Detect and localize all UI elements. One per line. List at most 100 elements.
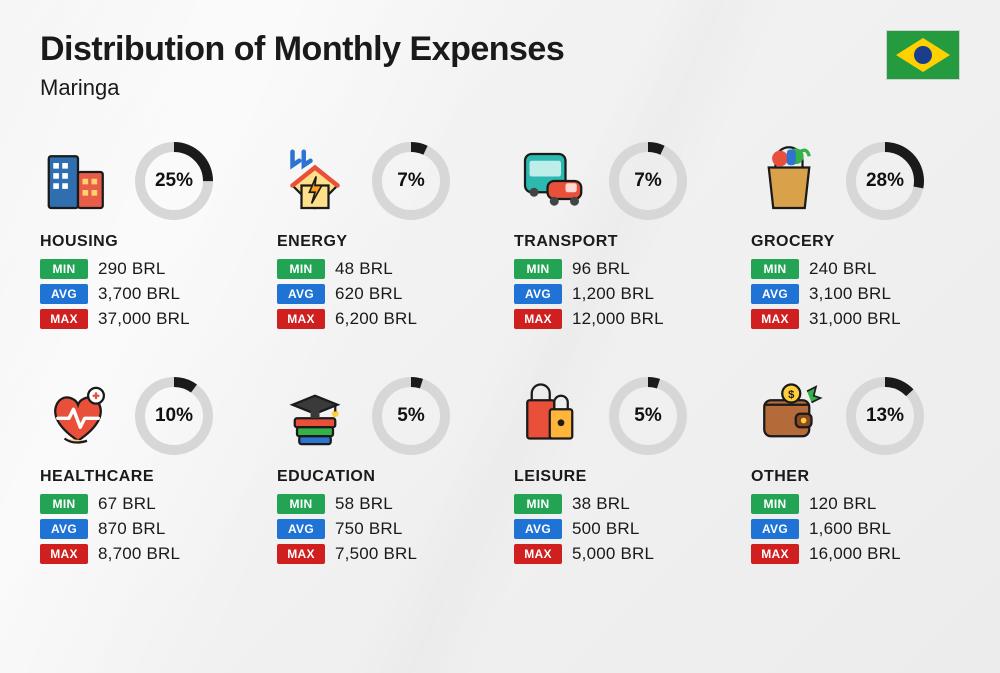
expense-card: 5% EDUCATION MIN 58 BRL AVG 750 BRL MAX … bbox=[277, 376, 486, 569]
stat-row: MAX 6,200 BRL bbox=[277, 309, 486, 329]
avg-value: 620 BRL bbox=[335, 284, 403, 304]
max-value: 37,000 BRL bbox=[98, 309, 190, 329]
percent-donut: 5% bbox=[608, 376, 688, 456]
percent-donut: 7% bbox=[371, 141, 451, 221]
category-name: GROCERY bbox=[751, 233, 960, 251]
avg-badge: AVG bbox=[751, 519, 799, 539]
stat-row: AVG 3,100 BRL bbox=[751, 284, 960, 304]
max-value: 12,000 BRL bbox=[572, 309, 664, 329]
category-name: EDUCATION bbox=[277, 468, 486, 486]
stat-row: MAX 16,000 BRL bbox=[751, 544, 960, 564]
expense-card: 7% ENERGY MIN 48 BRL AVG 620 BRL MAX 6,2… bbox=[277, 141, 486, 334]
avg-value: 750 BRL bbox=[335, 519, 403, 539]
stat-row: MIN 58 BRL bbox=[277, 494, 486, 514]
category-name: HOUSING bbox=[40, 233, 249, 251]
max-badge: MAX bbox=[40, 544, 88, 564]
max-value: 7,500 BRL bbox=[335, 544, 417, 564]
avg-badge: AVG bbox=[514, 284, 562, 304]
min-badge: MIN bbox=[514, 494, 562, 514]
expense-card: $ 13% OTHER MIN 120 BRL AVG 1,600 BRL MA… bbox=[751, 376, 960, 569]
avg-value: 1,200 BRL bbox=[572, 284, 654, 304]
min-badge: MIN bbox=[277, 494, 325, 514]
healthcare-icon bbox=[40, 378, 116, 454]
stat-row: MAX 5,000 BRL bbox=[514, 544, 723, 564]
stat-row: MAX 12,000 BRL bbox=[514, 309, 723, 329]
min-value: 290 BRL bbox=[98, 259, 166, 279]
max-badge: MAX bbox=[514, 309, 562, 329]
category-name: OTHER bbox=[751, 468, 960, 486]
max-badge: MAX bbox=[40, 309, 88, 329]
stat-row: MIN 290 BRL bbox=[40, 259, 249, 279]
avg-badge: AVG bbox=[277, 284, 325, 304]
category-name: HEALTHCARE bbox=[40, 468, 249, 486]
brazil-flag-icon bbox=[886, 30, 960, 80]
percent-donut: 25% bbox=[134, 141, 214, 221]
leisure-icon bbox=[514, 378, 590, 454]
svg-text:$: $ bbox=[788, 389, 795, 401]
energy-icon bbox=[277, 143, 353, 219]
max-value: 16,000 BRL bbox=[809, 544, 901, 564]
stat-row: MAX 37,000 BRL bbox=[40, 309, 249, 329]
min-value: 67 BRL bbox=[98, 494, 156, 514]
percent-donut: 5% bbox=[371, 376, 451, 456]
education-icon bbox=[277, 378, 353, 454]
stat-row: MIN 67 BRL bbox=[40, 494, 249, 514]
min-value: 58 BRL bbox=[335, 494, 393, 514]
avg-badge: AVG bbox=[40, 519, 88, 539]
stat-row: MAX 7,500 BRL bbox=[277, 544, 486, 564]
expense-card: 25% HOUSING MIN 290 BRL AVG 3,700 BRL MA… bbox=[40, 141, 249, 334]
min-badge: MIN bbox=[40, 494, 88, 514]
min-badge: MIN bbox=[40, 259, 88, 279]
avg-value: 870 BRL bbox=[98, 519, 166, 539]
stat-row: MIN 48 BRL bbox=[277, 259, 486, 279]
min-badge: MIN bbox=[751, 494, 799, 514]
max-badge: MAX bbox=[751, 309, 799, 329]
percent-donut: 13% bbox=[845, 376, 925, 456]
max-badge: MAX bbox=[277, 544, 325, 564]
avg-value: 3,100 BRL bbox=[809, 284, 891, 304]
expense-card: 28% GROCERY MIN 240 BRL AVG 3,100 BRL MA… bbox=[751, 141, 960, 334]
avg-badge: AVG bbox=[514, 519, 562, 539]
max-badge: MAX bbox=[277, 309, 325, 329]
max-value: 31,000 BRL bbox=[809, 309, 901, 329]
expense-card: 7% TRANSPORT MIN 96 BRL AVG 1,200 BRL MA… bbox=[514, 141, 723, 334]
stat-row: MIN 120 BRL bbox=[751, 494, 960, 514]
stat-row: AVG 3,700 BRL bbox=[40, 284, 249, 304]
min-value: 96 BRL bbox=[572, 259, 630, 279]
stat-row: MIN 96 BRL bbox=[514, 259, 723, 279]
stat-row: MAX 8,700 BRL bbox=[40, 544, 249, 564]
max-value: 8,700 BRL bbox=[98, 544, 180, 564]
min-value: 48 BRL bbox=[335, 259, 393, 279]
stat-row: MIN 38 BRL bbox=[514, 494, 723, 514]
other-icon: $ bbox=[751, 378, 827, 454]
stat-row: AVG 1,600 BRL bbox=[751, 519, 960, 539]
min-value: 120 BRL bbox=[809, 494, 877, 514]
max-value: 6,200 BRL bbox=[335, 309, 417, 329]
min-value: 38 BRL bbox=[572, 494, 630, 514]
min-badge: MIN bbox=[277, 259, 325, 279]
page-title: Distribution of Monthly Expenses bbox=[40, 30, 960, 69]
min-badge: MIN bbox=[514, 259, 562, 279]
avg-badge: AVG bbox=[277, 519, 325, 539]
expense-card: 5% LEISURE MIN 38 BRL AVG 500 BRL MAX 5,… bbox=[514, 376, 723, 569]
expense-card: 10% HEALTHCARE MIN 67 BRL AVG 870 BRL MA… bbox=[40, 376, 249, 569]
min-badge: MIN bbox=[751, 259, 799, 279]
category-name: LEISURE bbox=[514, 468, 723, 486]
stat-row: AVG 870 BRL bbox=[40, 519, 249, 539]
stat-row: AVG 620 BRL bbox=[277, 284, 486, 304]
max-badge: MAX bbox=[514, 544, 562, 564]
stat-row: MIN 240 BRL bbox=[751, 259, 960, 279]
grocery-icon bbox=[751, 143, 827, 219]
avg-value: 1,600 BRL bbox=[809, 519, 891, 539]
percent-donut: 10% bbox=[134, 376, 214, 456]
stat-row: MAX 31,000 BRL bbox=[751, 309, 960, 329]
housing-icon bbox=[40, 143, 116, 219]
percent-donut: 28% bbox=[845, 141, 925, 221]
categories-grid: 25% HOUSING MIN 290 BRL AVG 3,700 BRL MA… bbox=[40, 141, 960, 569]
avg-badge: AVG bbox=[751, 284, 799, 304]
stat-row: AVG 750 BRL bbox=[277, 519, 486, 539]
avg-badge: AVG bbox=[40, 284, 88, 304]
transport-icon bbox=[514, 143, 590, 219]
max-badge: MAX bbox=[751, 544, 799, 564]
category-name: ENERGY bbox=[277, 233, 486, 251]
